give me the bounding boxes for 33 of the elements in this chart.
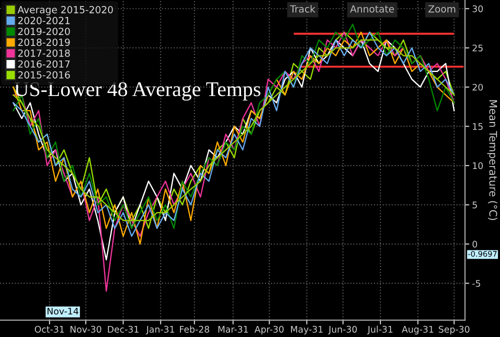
x-tick-label: Jun-30 [328, 326, 357, 334]
y-tick-label: 20 [472, 84, 483, 91]
y-tick-label: -5 [472, 280, 480, 287]
legend-label: 2020-2021 [18, 16, 70, 24]
y-tick-label: 0 [472, 240, 478, 248]
x-tick-label: Nov-30 [70, 326, 102, 333]
annotation: Annotate [350, 5, 394, 13]
y-axis-title: Mean Temperature (°C) [487, 100, 498, 220]
x-tick-label: Sep-30 [438, 326, 470, 334]
y-tick-label: 10 [472, 162, 483, 170]
x-tick-label: Dec-31 [108, 326, 138, 333]
annotation: Nov-14 [48, 308, 78, 315]
x-tick-label: Oct-31 [34, 326, 64, 333]
y-tick-label: 15 [472, 123, 483, 130]
text: US-Lower 48 Average Temps [14, 82, 260, 101]
legend-label: 2017-2018 [18, 49, 70, 57]
legend-label: 2018-2019 [18, 38, 70, 46]
x-tick-label: Jul-31 [367, 326, 392, 334]
legend-label: Average 2015-2020 [18, 6, 113, 16]
y-tick-label: 30 [472, 5, 483, 12]
x-tick-label: Aug-31 [402, 326, 434, 334]
x-tick-label: May-31 [291, 326, 323, 334]
annotation: Zoom [428, 5, 456, 13]
annotation: Track [290, 5, 316, 13]
legend-label: 2019-2020 [18, 28, 70, 36]
y-tick-label: 5 [472, 202, 477, 208]
x-tick-label: Feb-28 [180, 326, 210, 333]
x-tick-label: Jan-31 [146, 326, 174, 334]
x-tick-label: Mar-31 [218, 326, 248, 333]
x-tick-label: Apr-30 [254, 326, 284, 334]
legend-label: 2015-2016 [18, 71, 70, 79]
legend-label: 2016-2017 [18, 60, 70, 68]
y-tick-label: 25 [472, 44, 483, 52]
